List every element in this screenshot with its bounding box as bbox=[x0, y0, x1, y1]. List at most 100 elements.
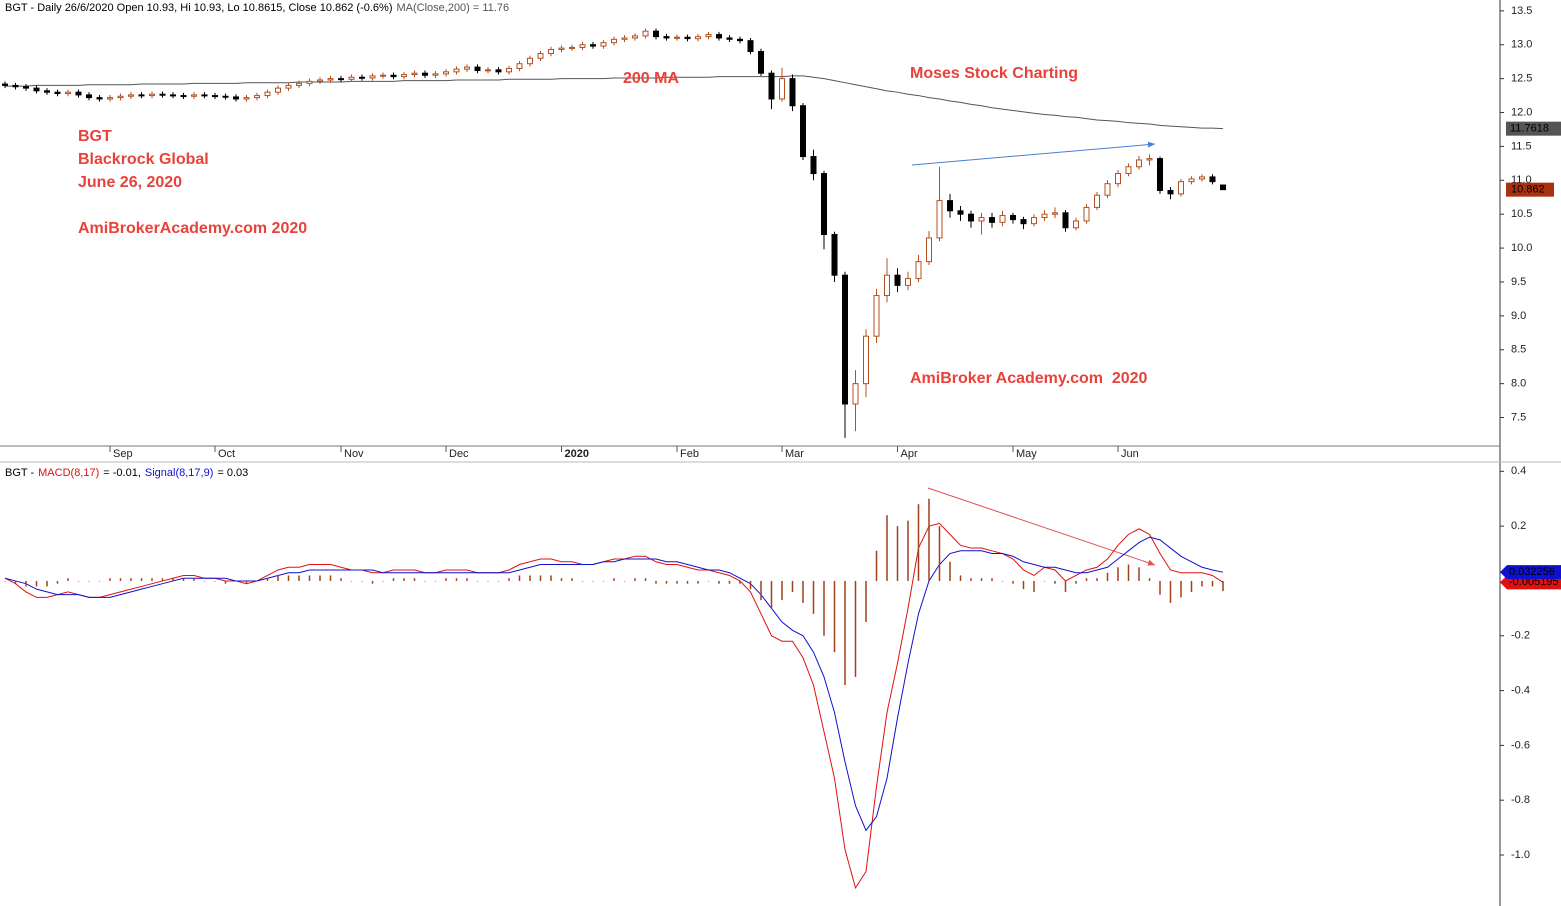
candle-body bbox=[44, 90, 50, 93]
candle-body bbox=[107, 97, 113, 100]
y-tick-label: -0.8 bbox=[1511, 794, 1530, 806]
candle-body bbox=[590, 44, 596, 47]
candle-body bbox=[1146, 158, 1153, 161]
candle-body bbox=[663, 36, 670, 39]
y-tick-label: 13.0 bbox=[1511, 39, 1532, 51]
candle-body bbox=[684, 36, 691, 40]
candle-body bbox=[1188, 178, 1195, 183]
chart-title: BGT - Daily 26/6/2020 Open 10.93, Hi 10.… bbox=[5, 2, 509, 14]
candle-body bbox=[1094, 194, 1100, 208]
candle-body bbox=[359, 76, 365, 79]
candle-body bbox=[170, 94, 176, 97]
candle-body bbox=[233, 96, 239, 100]
x-tick-label: May bbox=[1016, 448, 1037, 460]
candle-body bbox=[485, 69, 491, 72]
candle-body bbox=[947, 200, 953, 212]
candle-body bbox=[306, 80, 313, 84]
ma-line bbox=[5, 75, 1224, 130]
candle-body bbox=[254, 95, 260, 99]
candle-body bbox=[2, 83, 8, 86]
candle-body bbox=[12, 84, 19, 88]
candle-body bbox=[957, 210, 964, 215]
candle-body bbox=[33, 87, 40, 92]
candle-body bbox=[915, 261, 922, 280]
candle-body bbox=[1020, 219, 1027, 225]
candle-body bbox=[495, 69, 502, 73]
candle-body bbox=[569, 46, 575, 49]
candle-body bbox=[453, 68, 460, 73]
candle-body bbox=[1010, 215, 1016, 221]
candle-body bbox=[936, 200, 943, 239]
candle-body bbox=[464, 66, 470, 70]
candle-body bbox=[1178, 181, 1184, 195]
x-tick-label: Oct bbox=[218, 448, 235, 460]
candle-body bbox=[443, 71, 449, 75]
candle-body bbox=[1220, 184, 1226, 191]
candle-body bbox=[516, 63, 523, 69]
x-tick-label: Apr bbox=[901, 448, 918, 460]
last-close-label: 10.862 bbox=[1511, 184, 1545, 196]
candle-body bbox=[527, 57, 533, 65]
candle-body bbox=[1115, 173, 1121, 185]
y-tick-label: 7.5 bbox=[1511, 411, 1526, 423]
candle-body bbox=[411, 72, 418, 76]
candle-body bbox=[264, 91, 271, 97]
x-tick-label: Sep bbox=[113, 448, 133, 460]
candle-body bbox=[1157, 158, 1163, 191]
y-tick-label: -1.0 bbox=[1511, 849, 1530, 861]
candle-body bbox=[212, 95, 218, 98]
candle-body bbox=[768, 72, 775, 100]
candle-body bbox=[380, 74, 386, 77]
chart-legend: BGT - MACD(8,17) = -0.01, Signal(8,17,9) = 0… bbox=[5, 467, 248, 479]
candle-body bbox=[894, 274, 901, 286]
candle-body bbox=[789, 78, 796, 107]
candle-body bbox=[117, 95, 124, 99]
candle-body bbox=[852, 383, 859, 405]
candle-body bbox=[1073, 220, 1079, 229]
y-tick-label: 11.5 bbox=[1511, 140, 1532, 152]
candle-body bbox=[747, 40, 754, 53]
candle-body bbox=[821, 173, 827, 236]
candle-body bbox=[432, 73, 439, 76]
candle-body bbox=[1062, 212, 1069, 229]
candle-body bbox=[632, 35, 638, 39]
candle-body bbox=[1167, 189, 1174, 195]
candle-body bbox=[968, 213, 974, 222]
last-value-box bbox=[1506, 121, 1561, 136]
y-tick-label: 0.4 bbox=[1511, 465, 1526, 477]
y-tick-label: 9.5 bbox=[1511, 276, 1526, 288]
candle-body bbox=[138, 94, 145, 97]
candle-body bbox=[926, 237, 932, 263]
candle-body bbox=[86, 94, 92, 99]
y-tick-label: -0.6 bbox=[1511, 739, 1530, 751]
candle-body bbox=[243, 97, 250, 100]
candle-body bbox=[726, 37, 733, 40]
y-tick-label: 12.0 bbox=[1511, 106, 1532, 118]
candle-body bbox=[758, 51, 764, 74]
candle-body bbox=[422, 72, 428, 76]
candle-body bbox=[23, 86, 29, 89]
annotation: AmiBroker Academy.com 2020 bbox=[910, 370, 1148, 387]
trend-arrow bbox=[911, 141, 1156, 166]
candle-body bbox=[1199, 176, 1205, 180]
y-tick-label: 10.0 bbox=[1511, 242, 1532, 254]
candle-body bbox=[159, 93, 166, 96]
candle-body bbox=[191, 94, 197, 97]
legend-prefix: BGT - bbox=[5, 467, 34, 479]
candle-body bbox=[611, 38, 617, 44]
legend-value: = 0.03 bbox=[217, 467, 248, 479]
candle-body bbox=[1052, 212, 1058, 215]
candle-body bbox=[285, 84, 292, 89]
candle-body bbox=[180, 95, 187, 98]
candle-body bbox=[695, 36, 701, 40]
candle-body bbox=[474, 66, 481, 71]
candle-body bbox=[1209, 176, 1216, 183]
candle-body bbox=[810, 156, 817, 175]
candle-body bbox=[338, 78, 344, 81]
candle-body bbox=[905, 278, 911, 286]
x-tick-label: Nov bbox=[344, 448, 364, 460]
legend-value: = -0.01, bbox=[103, 467, 141, 479]
legend-entry: MA(Close,200) = 11.76 bbox=[396, 2, 509, 14]
last-value-label: 0.032256 bbox=[1509, 566, 1555, 578]
